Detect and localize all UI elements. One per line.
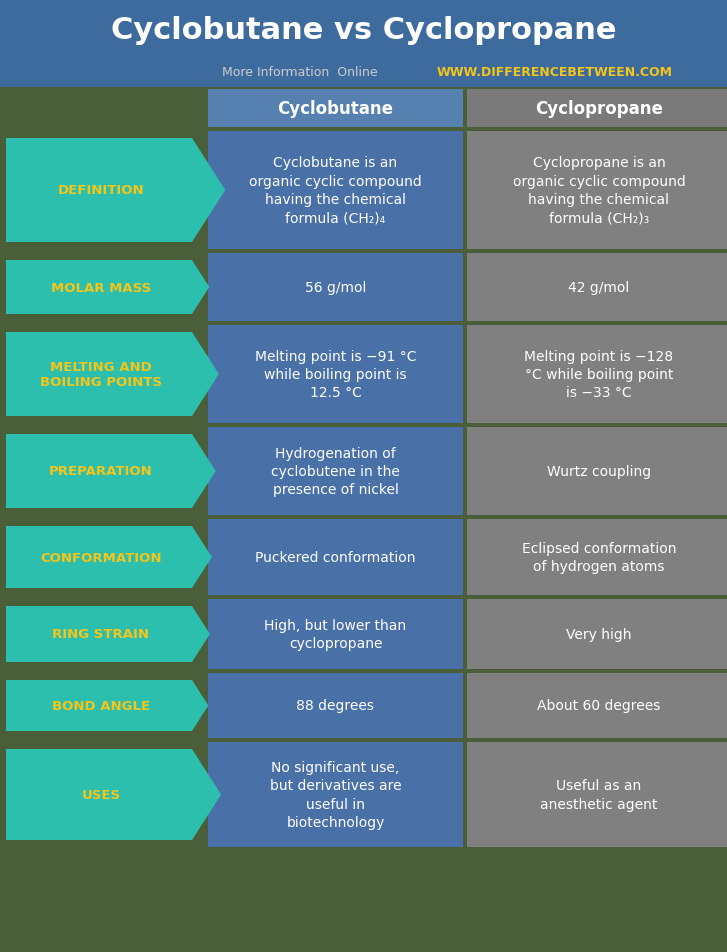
- FancyBboxPatch shape: [208, 600, 463, 669]
- Text: Cyclopropane is an
organic cyclic compound
having the chemical
formula (CH₂)₃: Cyclopropane is an organic cyclic compou…: [513, 156, 686, 226]
- Polygon shape: [6, 749, 221, 840]
- Text: Useful as an
anesthetic agent: Useful as an anesthetic agent: [540, 779, 658, 811]
- Text: Cyclopropane: Cyclopropane: [535, 100, 663, 118]
- FancyBboxPatch shape: [467, 520, 727, 595]
- Text: Puckered conformation: Puckered conformation: [255, 550, 416, 565]
- Text: Cyclobutane is an
organic cyclic compound
having the chemical
formula (CH₂)₄: Cyclobutane is an organic cyclic compoun…: [249, 156, 422, 226]
- Text: PREPARATION: PREPARATION: [49, 465, 153, 478]
- Text: Cyclobutane: Cyclobutane: [278, 100, 393, 118]
- Text: RING STRAIN: RING STRAIN: [52, 627, 150, 641]
- Text: CONFORMATION: CONFORMATION: [40, 551, 161, 564]
- Text: Eclipsed conformation
of hydrogen atoms: Eclipsed conformation of hydrogen atoms: [522, 542, 676, 574]
- Text: WWW.DIFFERENCEBETWEEN.COM: WWW.DIFFERENCEBETWEEN.COM: [437, 66, 673, 79]
- Polygon shape: [6, 261, 209, 315]
- FancyBboxPatch shape: [467, 254, 727, 322]
- FancyBboxPatch shape: [467, 89, 727, 128]
- FancyBboxPatch shape: [467, 132, 727, 249]
- FancyBboxPatch shape: [467, 600, 727, 669]
- Text: No significant use,
but derivatives are
useful in
biotechnology: No significant use, but derivatives are …: [270, 760, 401, 829]
- Text: Melting point is −91 °C
while boiling point is
12.5 °C: Melting point is −91 °C while boiling po…: [254, 349, 417, 400]
- Text: About 60 degrees: About 60 degrees: [537, 699, 661, 713]
- FancyBboxPatch shape: [208, 132, 463, 249]
- FancyBboxPatch shape: [208, 520, 463, 595]
- Text: 42 g/mol: 42 g/mol: [569, 281, 630, 295]
- FancyBboxPatch shape: [467, 743, 727, 847]
- Polygon shape: [6, 606, 210, 663]
- Text: Wurtz coupling: Wurtz coupling: [547, 465, 651, 479]
- Polygon shape: [6, 526, 212, 588]
- Text: 56 g/mol: 56 g/mol: [305, 281, 366, 295]
- Text: USES: USES: [81, 788, 121, 802]
- FancyBboxPatch shape: [208, 427, 463, 515]
- Polygon shape: [6, 681, 209, 731]
- FancyBboxPatch shape: [467, 673, 727, 738]
- Polygon shape: [6, 332, 219, 417]
- FancyBboxPatch shape: [208, 673, 463, 738]
- Text: Hydrogenation of
cyclobutene in the
presence of nickel: Hydrogenation of cyclobutene in the pres…: [271, 446, 400, 497]
- Text: High, but lower than
cyclopropane: High, but lower than cyclopropane: [265, 618, 406, 650]
- Text: Cyclobutane vs Cyclopropane: Cyclobutane vs Cyclopropane: [111, 16, 616, 46]
- Text: Very high: Very high: [566, 627, 632, 642]
- FancyBboxPatch shape: [208, 254, 463, 322]
- FancyBboxPatch shape: [467, 427, 727, 515]
- Text: DEFINITION: DEFINITION: [57, 185, 145, 197]
- Text: 88 degrees: 88 degrees: [297, 699, 374, 713]
- Polygon shape: [6, 139, 225, 243]
- FancyBboxPatch shape: [467, 326, 727, 424]
- FancyBboxPatch shape: [208, 89, 463, 128]
- Text: More Information  Online: More Information Online: [222, 66, 378, 79]
- FancyBboxPatch shape: [208, 326, 463, 424]
- Text: MELTING AND
BOILING POINTS: MELTING AND BOILING POINTS: [40, 361, 162, 388]
- Polygon shape: [6, 434, 216, 508]
- Text: Melting point is −128
°C while boiling point
is −33 °C: Melting point is −128 °C while boiling p…: [524, 349, 673, 400]
- Text: BOND ANGLE: BOND ANGLE: [52, 700, 150, 712]
- FancyBboxPatch shape: [0, 0, 727, 88]
- FancyBboxPatch shape: [208, 743, 463, 847]
- Text: MOLAR MASS: MOLAR MASS: [51, 281, 151, 294]
